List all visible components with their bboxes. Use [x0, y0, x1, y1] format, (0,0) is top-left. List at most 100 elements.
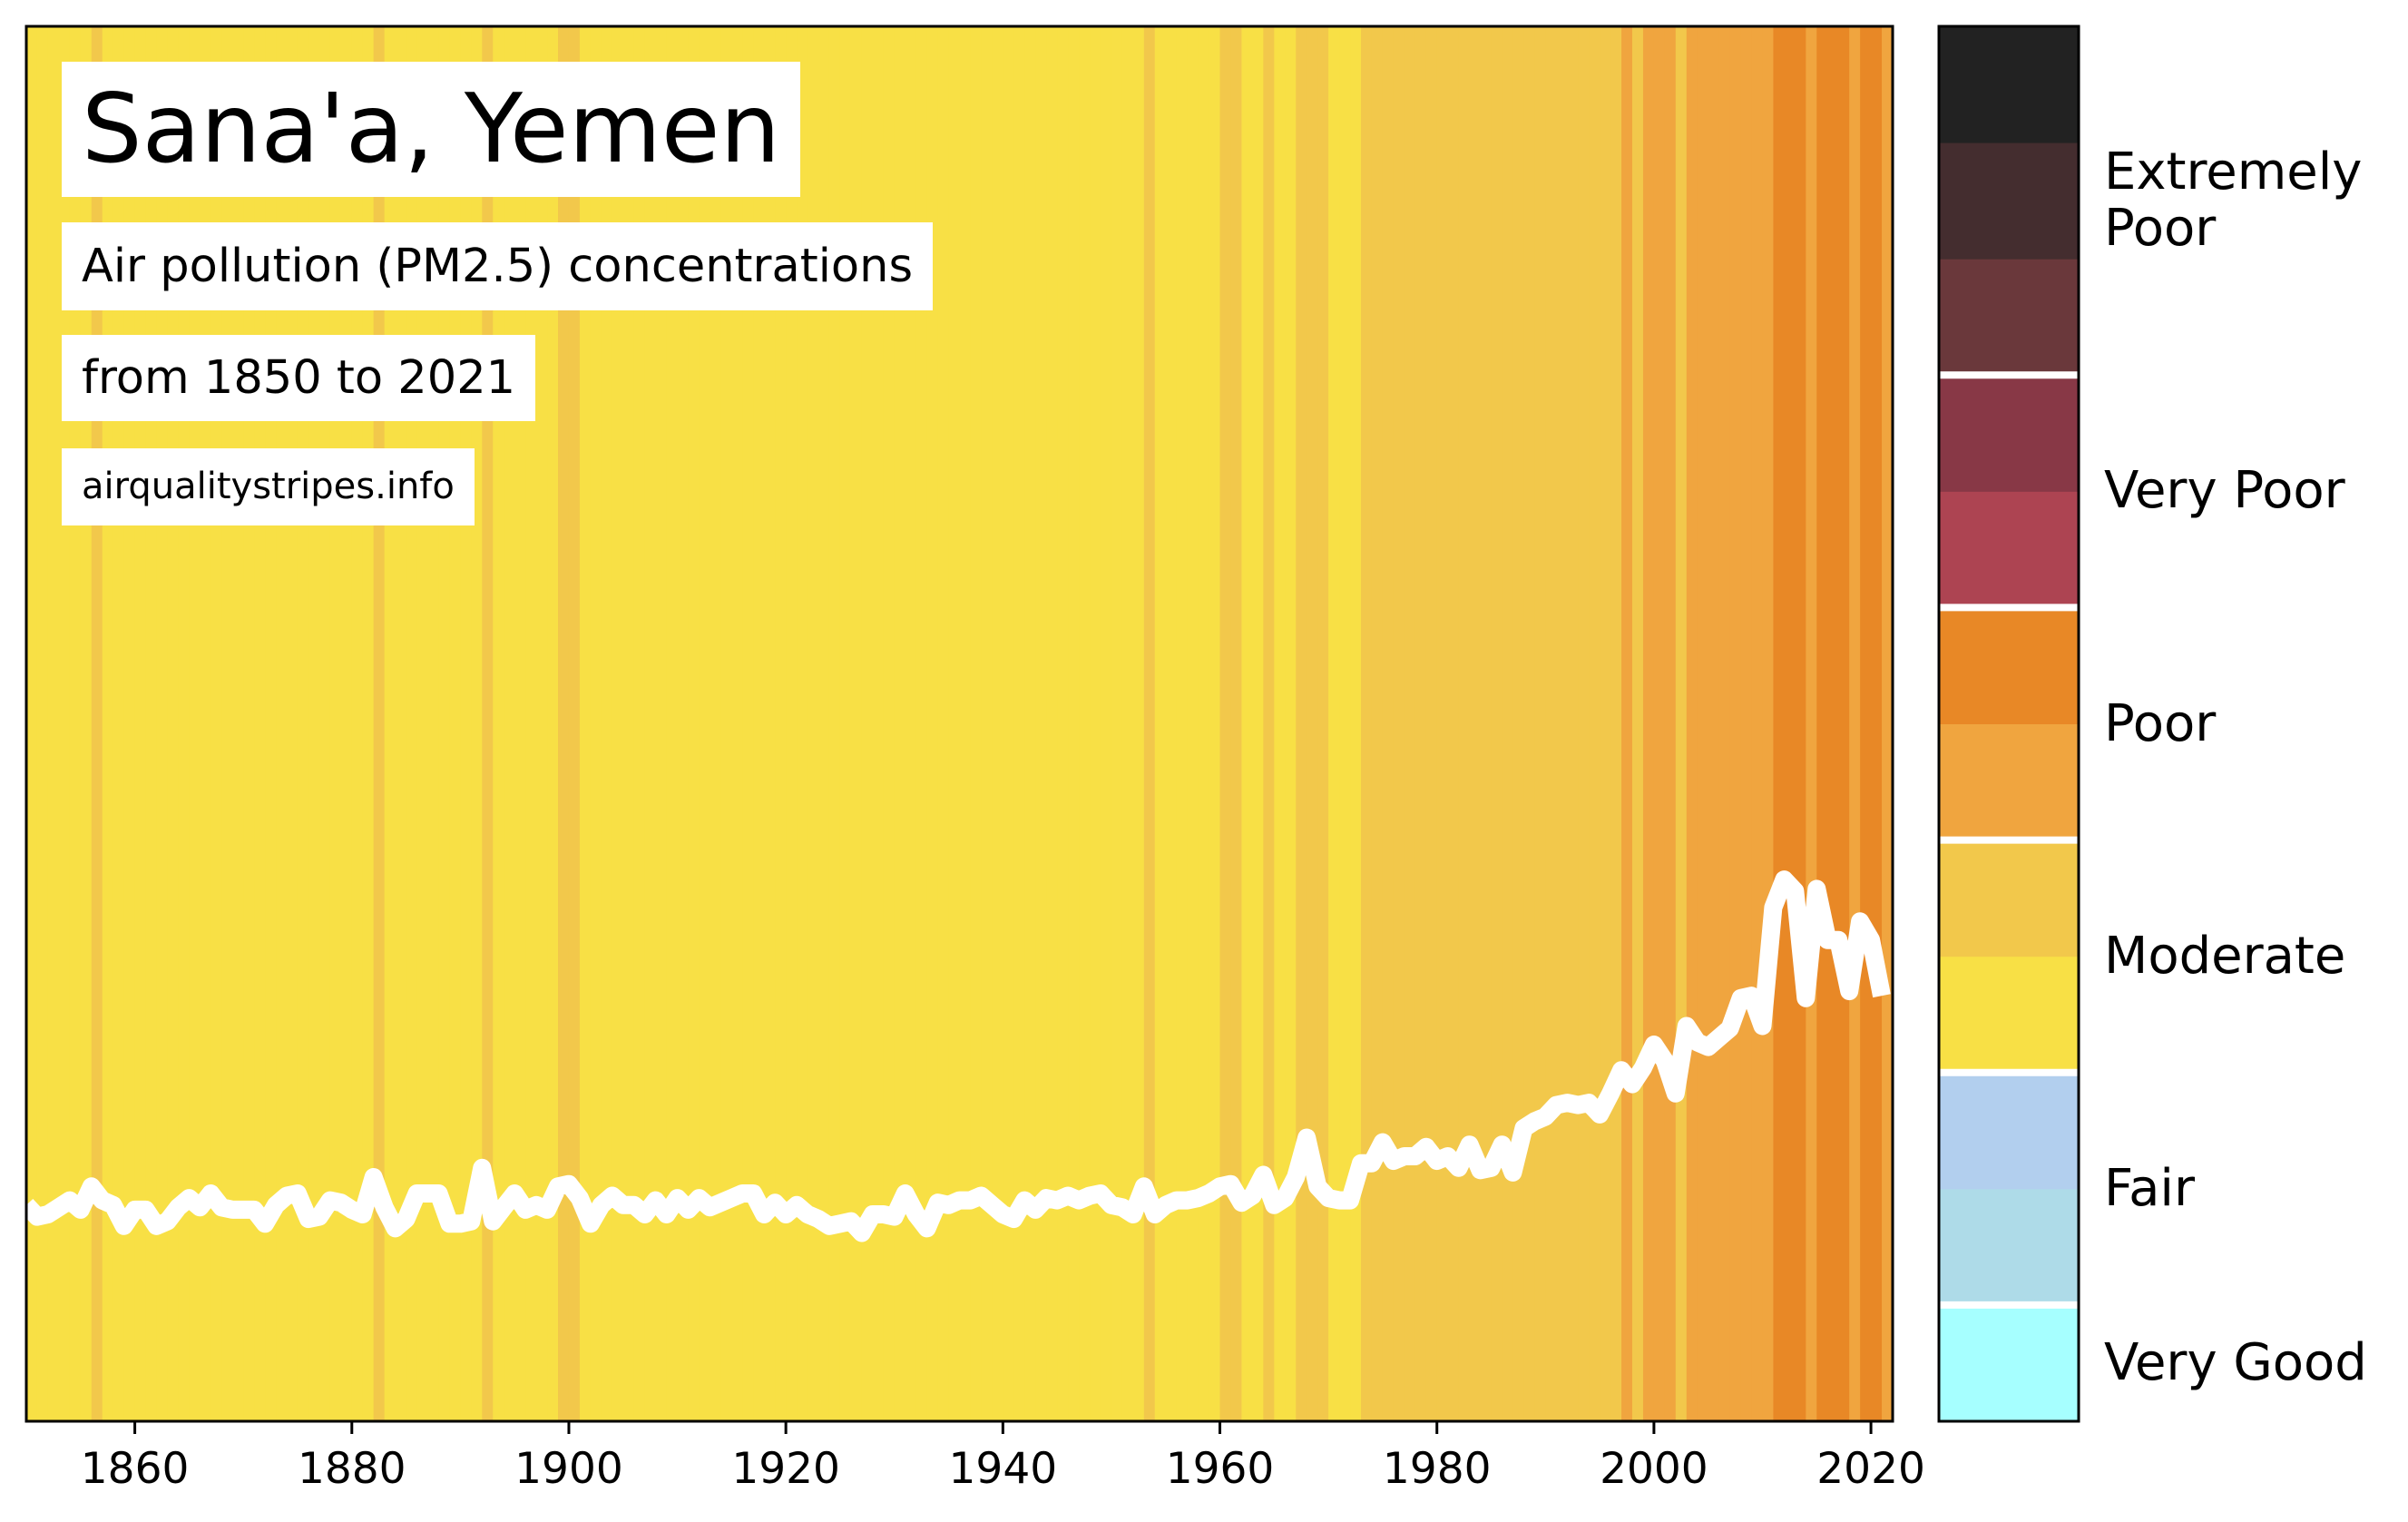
stripe — [1241, 26, 1254, 1421]
stripe — [590, 26, 602, 1421]
stripe — [1296, 26, 1307, 1421]
stripe — [1860, 26, 1872, 1421]
colorbar-cell — [1939, 1188, 2079, 1306]
stripe — [36, 26, 49, 1421]
stripe — [536, 26, 548, 1421]
stripe — [26, 26, 38, 1421]
stripe — [1339, 26, 1351, 1421]
stripe — [1838, 26, 1850, 1421]
stripe — [1154, 26, 1167, 1421]
stripe — [1198, 26, 1210, 1421]
stripe — [1458, 26, 1471, 1421]
colorbar-cell — [1939, 607, 2079, 724]
stripe — [883, 26, 896, 1421]
stripe — [1806, 26, 1817, 1421]
stripe — [1686, 26, 1698, 1421]
x-tick-label: 2020 — [1816, 1444, 1925, 1494]
subtitle: Air pollution (PM2.5) concentrations — [62, 222, 934, 310]
stripe — [1523, 26, 1535, 1421]
stripe — [1111, 26, 1123, 1421]
stripe — [699, 26, 711, 1421]
stripe — [894, 26, 906, 1421]
stripe — [612, 26, 624, 1421]
stripe — [568, 26, 581, 1421]
stripe — [1121, 26, 1134, 1421]
stripe — [1600, 26, 1611, 1421]
stripe — [1046, 26, 1058, 1421]
stripe — [601, 26, 613, 1421]
stripe — [547, 26, 559, 1421]
x-tick-label: 1900 — [514, 1444, 623, 1494]
colorbar-label: Very Good — [2104, 1332, 2367, 1392]
stripe — [1176, 26, 1189, 1421]
stripe — [1274, 26, 1286, 1421]
stripe — [797, 26, 808, 1421]
stripe — [1653, 26, 1666, 1421]
stripe — [1382, 26, 1395, 1421]
colorbar-cell — [1939, 142, 2079, 260]
stripe — [655, 26, 668, 1421]
stripe — [1578, 26, 1590, 1421]
stripe — [1187, 26, 1199, 1421]
stripe — [1209, 26, 1221, 1421]
stripe — [1512, 26, 1524, 1421]
stripe — [1307, 26, 1318, 1421]
stripe — [731, 26, 743, 1421]
stripe — [1708, 26, 1720, 1421]
stripe — [981, 26, 993, 1421]
stripe — [905, 26, 917, 1421]
stripe — [1816, 26, 1828, 1421]
source: airqualitystripes.info — [62, 448, 475, 525]
stripe — [1664, 26, 1677, 1421]
stripe — [1090, 26, 1101, 1421]
stripe — [1642, 26, 1655, 1421]
stripe — [828, 26, 841, 1421]
x-tick-label: 1960 — [1166, 1444, 1275, 1494]
stripe — [850, 26, 863, 1421]
stripe — [1718, 26, 1731, 1421]
stripe — [1252, 26, 1264, 1421]
colorbar-cell — [1939, 1304, 2079, 1422]
stripe — [937, 26, 950, 1421]
stripe — [786, 26, 798, 1421]
stripe — [1480, 26, 1493, 1421]
stripe — [720, 26, 732, 1421]
stripe — [1610, 26, 1622, 1421]
stripe — [1675, 26, 1688, 1421]
x-tick-label: 1920 — [731, 1444, 840, 1494]
stripe — [579, 26, 592, 1421]
x-tick-label: 1940 — [949, 1444, 1058, 1494]
colorbar-cell — [1939, 491, 2079, 608]
stripe — [775, 26, 787, 1421]
colorbar-label: Moderate — [2104, 926, 2346, 986]
stripe — [1436, 26, 1449, 1421]
stripe — [1621, 26, 1633, 1421]
stripe — [1556, 26, 1568, 1421]
stripe — [1589, 26, 1600, 1421]
stripe — [818, 26, 830, 1421]
stripe — [1447, 26, 1460, 1421]
colorbar-cell — [1939, 375, 2079, 492]
stripe — [1393, 26, 1405, 1421]
stripe — [872, 26, 885, 1421]
stripe — [1003, 26, 1014, 1421]
x-tick-label: 2000 — [1600, 1444, 1708, 1494]
stripe — [1882, 26, 1894, 1421]
stripe — [1751, 26, 1764, 1421]
x-tick-label: 1980 — [1383, 1444, 1492, 1494]
stripe — [1100, 26, 1112, 1421]
stripe — [677, 26, 690, 1421]
stripe — [1740, 26, 1753, 1421]
colorbar-cell — [1939, 26, 2079, 143]
stripe — [47, 26, 60, 1421]
stripe — [1068, 26, 1080, 1421]
stripe — [753, 26, 765, 1421]
stripe — [1404, 26, 1416, 1421]
colorbar-cell — [1939, 723, 2079, 841]
colorbar-cell — [1939, 840, 2079, 957]
stripe — [1545, 26, 1557, 1421]
chart-title: Sana'a, Yemen — [62, 62, 801, 197]
stripe — [1469, 26, 1482, 1421]
colorbar-cell — [1939, 1072, 2079, 1190]
line — [26, 870, 1891, 1242]
